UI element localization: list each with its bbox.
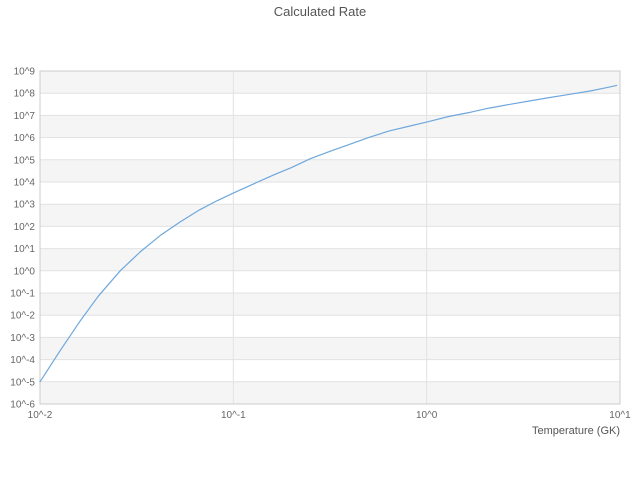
y-tick-label: 10^-3 (10, 333, 35, 344)
grid-band (40, 159, 620, 182)
y-tick-label: 10^-1 (10, 289, 35, 300)
x-tick-label: 10^0 (416, 410, 438, 421)
grid-band (40, 115, 620, 138)
y-tick-label: 10^2 (14, 222, 36, 233)
y-tick-label: 10^-5 (10, 377, 35, 388)
grid-band (40, 337, 620, 360)
x-tick-label: 10^-2 (28, 410, 53, 421)
x-tick-label: 10^-1 (221, 410, 246, 421)
y-tick-label: 10^9 (14, 67, 36, 78)
grid-band (40, 71, 620, 94)
x-tick-label: 10^1 (609, 410, 631, 421)
y-tick-label: 10^5 (14, 155, 36, 166)
grid-band (40, 381, 620, 404)
plot-border (39, 70, 621, 405)
y-tick-label: 10^0 (14, 266, 36, 277)
y-tick-label: 10^4 (14, 178, 36, 189)
x-axis-label: Temperature (GK) (531, 425, 620, 437)
y-tick-label: 10^-4 (10, 355, 35, 366)
grid-band (40, 248, 620, 271)
y-tick-label: 10^8 (14, 89, 36, 100)
rate-line (39, 84, 618, 383)
chart-title: Calculated Rate (273, 4, 367, 19)
y-tick-label: 10^-6 (10, 400, 35, 411)
y-tick-label: 10^-2 (10, 311, 35, 322)
y-tick-label: 10^3 (14, 200, 36, 211)
grid-band (40, 204, 620, 227)
grid-band (40, 293, 620, 316)
y-tick-label: 10^6 (14, 133, 36, 144)
y-tick-label: 10^7 (14, 111, 36, 122)
y-tick-label: 10^1 (14, 244, 36, 255)
